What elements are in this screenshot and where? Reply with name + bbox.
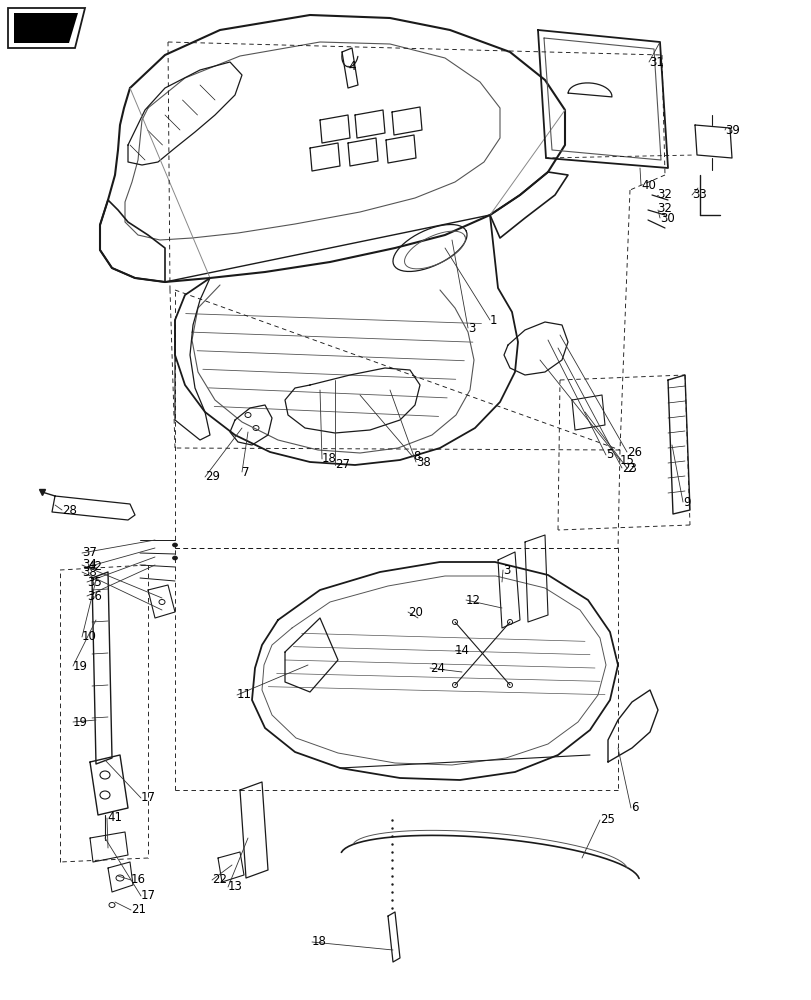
Text: 28: 28 [62, 504, 77, 516]
Ellipse shape [109, 902, 115, 907]
Polygon shape [8, 8, 85, 48]
Ellipse shape [116, 875, 124, 881]
Ellipse shape [100, 771, 109, 779]
Text: 13: 13 [228, 880, 242, 893]
Text: 21: 21 [131, 903, 146, 916]
Text: 27: 27 [335, 458, 350, 472]
Text: 2: 2 [626, 462, 633, 475]
Text: 42: 42 [87, 560, 102, 574]
Text: 32: 32 [656, 202, 671, 215]
Text: 22: 22 [212, 874, 227, 886]
Text: 36: 36 [87, 589, 101, 602]
Text: 3: 3 [467, 322, 474, 334]
Text: 1: 1 [489, 314, 497, 326]
Ellipse shape [172, 556, 178, 560]
Text: 30: 30 [659, 212, 674, 225]
Text: 18: 18 [322, 452, 337, 466]
Text: 17: 17 [141, 791, 156, 804]
Ellipse shape [245, 412, 251, 418]
Text: 10: 10 [82, 631, 97, 644]
Text: 9: 9 [682, 495, 689, 508]
Text: 5: 5 [605, 448, 612, 462]
Ellipse shape [253, 426, 259, 430]
Text: 11: 11 [237, 688, 251, 702]
Ellipse shape [507, 619, 512, 624]
Text: 24: 24 [430, 662, 444, 674]
Ellipse shape [172, 543, 178, 547]
Text: 15: 15 [620, 454, 634, 466]
Text: 31: 31 [648, 56, 663, 69]
Text: 19: 19 [73, 716, 88, 728]
Text: 6: 6 [630, 801, 637, 814]
Text: 4: 4 [348, 60, 355, 73]
Ellipse shape [100, 791, 109, 799]
Text: 41: 41 [107, 811, 122, 824]
Text: 8: 8 [413, 450, 420, 464]
Text: 17: 17 [141, 889, 156, 902]
Text: 32: 32 [656, 188, 671, 202]
Ellipse shape [452, 682, 457, 688]
Ellipse shape [452, 619, 457, 624]
Text: 3: 3 [502, 564, 510, 576]
Text: 37: 37 [82, 546, 97, 560]
Ellipse shape [159, 599, 165, 604]
Text: 19: 19 [73, 660, 88, 672]
Text: 23: 23 [621, 462, 636, 475]
Text: 18: 18 [311, 935, 327, 948]
Text: 12: 12 [466, 593, 480, 606]
Text: 16: 16 [131, 874, 146, 886]
Text: 39: 39 [724, 124, 739, 137]
Text: 33: 33 [691, 188, 706, 202]
Text: 38: 38 [415, 456, 430, 468]
Text: 34: 34 [82, 558, 97, 572]
Polygon shape [14, 13, 78, 43]
Text: 7: 7 [242, 466, 249, 479]
Ellipse shape [507, 682, 512, 688]
Text: 26: 26 [626, 446, 642, 458]
Text: 40: 40 [640, 179, 655, 192]
Text: 29: 29 [204, 471, 220, 484]
Text: 25: 25 [599, 813, 614, 826]
Text: 14: 14 [454, 644, 470, 656]
Text: 35: 35 [87, 576, 101, 588]
Text: 20: 20 [407, 605, 423, 618]
Text: 38: 38 [82, 566, 97, 578]
